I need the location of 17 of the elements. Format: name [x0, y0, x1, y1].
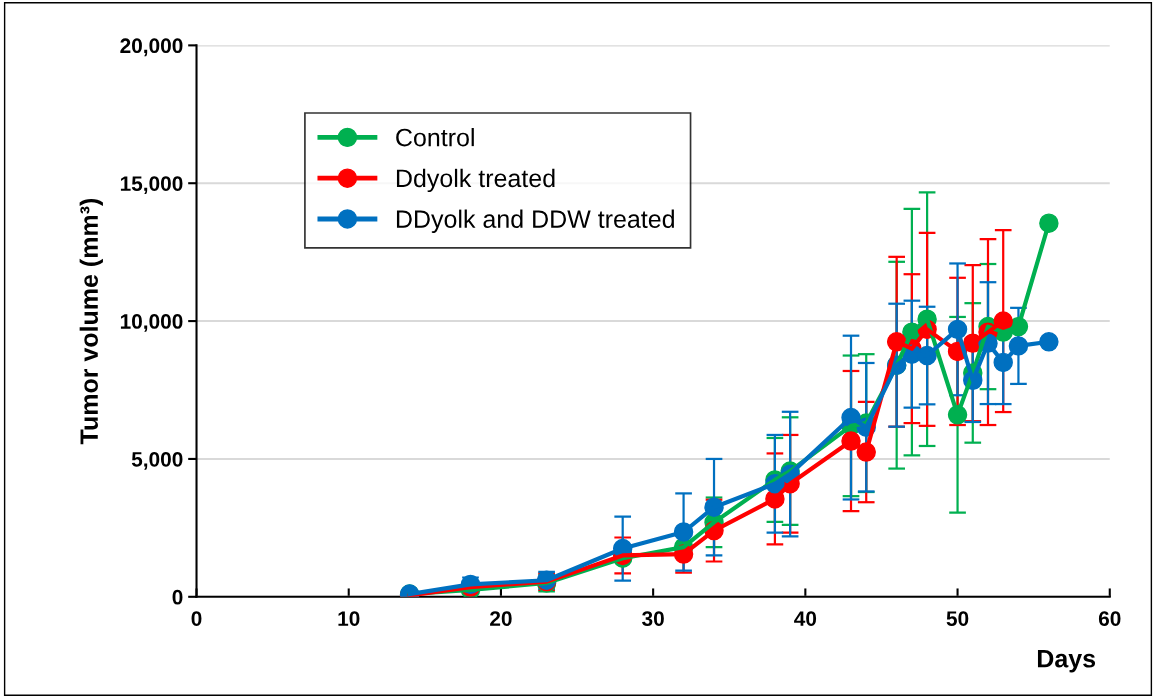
y-tick-label: 10,000: [120, 314, 183, 332]
x-tick-label: 20: [490, 611, 512, 626]
y-tick-label: 20,000: [120, 38, 183, 57]
y-tick-label: 5,000: [131, 451, 183, 470]
x-tick-label: 10: [338, 611, 360, 626]
y-axis-title: Tumor volume (mm³): [79, 198, 103, 445]
y-tick-label: 15,000: [120, 176, 183, 194]
y-tick-label: 0: [172, 589, 183, 605]
x-tick-label: 60: [1098, 611, 1121, 626]
legend-label: Control: [396, 128, 474, 147]
x-tick-label: 0: [191, 611, 202, 626]
x-tick-label: 40: [794, 611, 817, 626]
x-tick-label: 30: [642, 611, 664, 627]
legend-label: Ddyolk treated: [396, 168, 555, 193]
x-tick-label: 50: [946, 611, 969, 626]
legend-label: DDyolk and DDW treated: [396, 209, 674, 233]
x-axis-title: Days: [1037, 650, 1096, 673]
